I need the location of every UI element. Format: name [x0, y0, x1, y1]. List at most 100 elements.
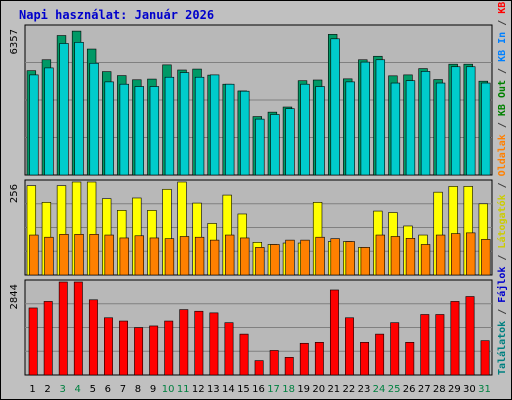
side-legend-item: Oldalak [497, 134, 508, 176]
bar-middle-front-17 [270, 244, 280, 276]
side-legend-item: KB F [497, 0, 508, 14]
x-tick-label: 8 [135, 384, 141, 395]
x-tick-label: 28 [433, 384, 446, 395]
bar-top-front-10 [164, 76, 175, 176]
bar-top-front-27 [420, 71, 431, 176]
bar-top-front-3 [59, 43, 69, 176]
x-tick-label: 31 [478, 384, 491, 395]
bar-middle-front-9 [149, 237, 160, 276]
x-tick-label: 1 [29, 384, 35, 395]
side-legend: Találatok / Fájlok / Látogatók / Oldalak… [496, 0, 508, 375]
bar-middle-front-23 [360, 247, 370, 276]
bar-middle-front-16 [255, 247, 265, 276]
x-tick-label: 3 [59, 384, 65, 395]
x-tick-label: 30 [463, 384, 476, 395]
bar-middle-front-21 [330, 238, 340, 276]
x-tick-label: 25 [388, 384, 401, 395]
bar-top-front-13 [209, 74, 220, 176]
bar-bottom-single-13 [209, 312, 219, 376]
side-legend-item: / [497, 62, 508, 80]
side-legend-item: KB Out [497, 80, 508, 116]
panel-top: 6357 [9, 24, 493, 176]
panel-middle-max-label: 256 [9, 184, 20, 203]
bar-top-front-8 [134, 86, 144, 176]
bar-middle-front-11 [179, 236, 190, 276]
bar-bottom-single-29 [450, 301, 460, 376]
bar-bottom-single-19 [299, 342, 309, 376]
x-tick-label: 29 [448, 384, 461, 395]
bar-top-front-19 [300, 83, 310, 176]
x-tick-label: 12 [192, 384, 205, 395]
bar-top-front-7 [119, 83, 129, 176]
side-legend-item: Fájlok [496, 267, 508, 303]
bar-bottom-single-5 [88, 299, 98, 376]
bar-middle-front-4 [74, 234, 84, 276]
bar-middle-front-22 [345, 241, 355, 276]
bar-bottom-single-27 [420, 314, 430, 376]
bar-top-front-4 [74, 41, 84, 176]
bar-middle-front-29 [451, 233, 461, 276]
x-tick-label: 15 [237, 384, 250, 395]
bar-top-front-26 [405, 80, 416, 176]
bar-middle-front-28 [435, 234, 446, 276]
x-tick-label: 21 [327, 384, 340, 395]
bar-middle-front-1 [29, 234, 39, 276]
chart-panels: 6357 256 2844 [9, 24, 493, 376]
x-tick-label: 20 [312, 384, 325, 395]
bar-top-front-11 [179, 72, 190, 176]
bar-top-front-5 [89, 62, 99, 176]
bar-top-front-29 [451, 66, 461, 176]
x-tick-label: 23 [358, 384, 371, 395]
bar-bottom-single-21 [329, 289, 339, 376]
panel-top-max-label: 6357 [9, 29, 20, 54]
bar-top-front-31 [481, 82, 491, 176]
chart-title: Napi használat: Január 2026 [19, 8, 215, 22]
bar-top-front-30 [466, 66, 476, 176]
bar-top-front-17 [270, 114, 280, 176]
x-tick-label: 11 [177, 384, 190, 395]
x-tick-label: 24 [373, 384, 386, 395]
bar-middle-front-26 [405, 238, 416, 276]
bar-top-front-2 [44, 67, 54, 176]
bar-middle-front-12 [194, 236, 205, 276]
bar-bottom-single-20 [314, 341, 324, 376]
bar-middle-front-31 [481, 239, 491, 276]
bar-bottom-single-3 [58, 281, 68, 376]
bar-bottom-single-23 [360, 341, 370, 376]
side-legend-item: / [497, 116, 508, 134]
bar-middle-front-15 [240, 237, 250, 276]
bar-top-front-21 [330, 38, 340, 176]
x-tick-label: 10 [162, 384, 175, 395]
bar-top-front-18 [285, 108, 295, 176]
side-legend-item: / [497, 14, 508, 32]
bar-top-front-16 [255, 118, 265, 176]
bar-middle-front-14 [225, 234, 235, 276]
side-legend-item: / [497, 249, 508, 267]
side-legend-item: / [497, 303, 508, 321]
bar-middle-front-19 [300, 239, 310, 276]
bar-bottom-single-30 [465, 296, 475, 376]
x-tick-label: 16 [252, 384, 265, 395]
bar-middle-front-8 [134, 235, 144, 276]
bar-top-front-24 [375, 59, 386, 176]
bar-top-front-20 [315, 86, 325, 176]
bar-bottom-single-1 [28, 307, 38, 376]
bar-middle-front-25 [390, 236, 401, 276]
x-tick-label: 22 [343, 384, 356, 395]
bar-bottom-single-26 [405, 341, 415, 376]
bar-top-front-12 [194, 76, 205, 176]
bar-top-front-28 [435, 82, 446, 176]
bar-bottom-single-6 [104, 317, 113, 376]
x-tick-label: 6 [105, 384, 111, 395]
bar-top-front-9 [149, 86, 160, 176]
bar-bottom-single-28 [435, 314, 445, 376]
bar-bottom-single-16 [254, 360, 264, 376]
panel-bottom: 2844 [9, 279, 493, 376]
bar-bottom-single-4 [73, 281, 83, 376]
bar-top-front-23 [360, 61, 370, 176]
x-tick-label: 7 [120, 384, 126, 395]
bar-middle-front-24 [375, 234, 386, 276]
bar-bottom-single-11 [179, 309, 189, 376]
x-tick-label: 17 [267, 384, 280, 395]
